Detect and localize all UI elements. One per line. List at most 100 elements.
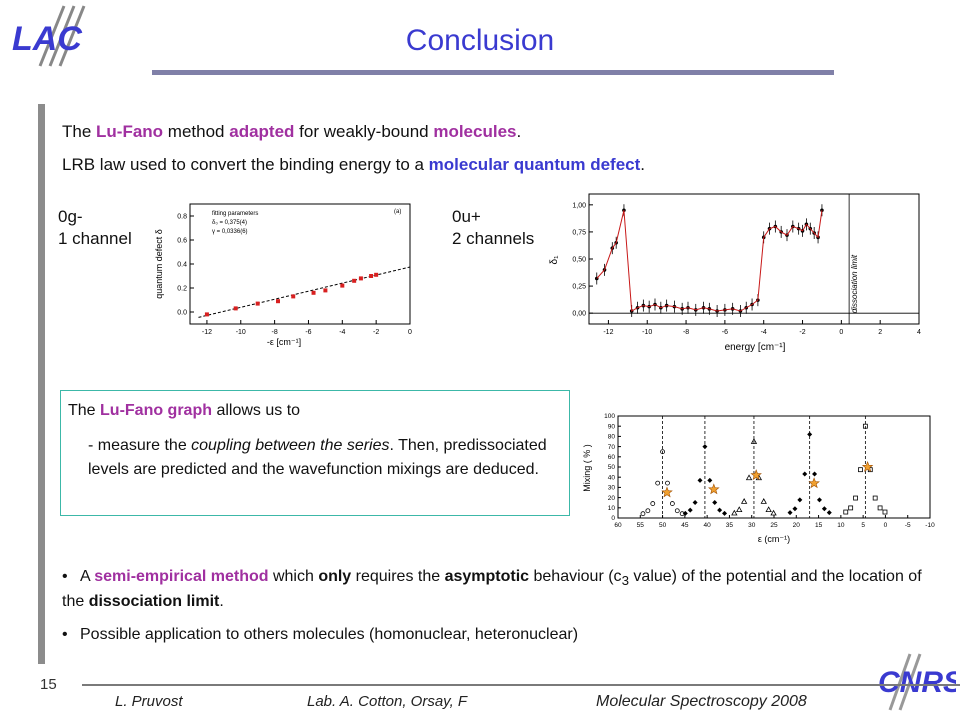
data-point bbox=[820, 208, 824, 213]
y-tick-label: 30 bbox=[608, 485, 616, 492]
y-tick-label: 90 bbox=[608, 423, 616, 430]
data-point bbox=[853, 495, 858, 501]
x-tick-label: 25 bbox=[770, 522, 778, 529]
fit-line bbox=[198, 266, 411, 318]
y-tick-label: 50 bbox=[608, 464, 616, 471]
legend-line-2: γ = 0,0336(6) bbox=[212, 229, 248, 235]
y-axis-label: δ₁ bbox=[549, 255, 560, 265]
x-axis-label: ε (cm⁻¹) bbox=[758, 534, 790, 544]
y-tick-label: 0.4 bbox=[177, 262, 187, 269]
x-tick-label: -12 bbox=[202, 329, 212, 336]
y-tick-label: 0,75 bbox=[572, 229, 586, 236]
data-point bbox=[740, 498, 748, 504]
data-point bbox=[660, 449, 665, 455]
y-tick-label: 0.2 bbox=[177, 286, 187, 293]
data-point bbox=[204, 312, 209, 317]
x-tick-label: -10 bbox=[642, 329, 652, 336]
y-tick-label: 60 bbox=[608, 454, 616, 461]
y-tick-label: 0,50 bbox=[572, 257, 586, 264]
data-point bbox=[702, 444, 708, 450]
data-point bbox=[697, 477, 703, 483]
x-tick-label: 45 bbox=[681, 522, 689, 529]
x-tick-label: -8 bbox=[683, 329, 689, 336]
data-point bbox=[323, 288, 328, 293]
x-tick-label: 40 bbox=[704, 522, 712, 529]
x-tick-label: 5 bbox=[861, 522, 865, 529]
footer-author: L. Pruvost bbox=[115, 693, 183, 710]
x-tick-label: 35 bbox=[726, 522, 734, 529]
y-tick-label: 0.0 bbox=[177, 310, 187, 317]
x-axis-label: -ε [cm⁻¹] bbox=[267, 337, 301, 347]
data-point bbox=[369, 274, 374, 278]
data-point bbox=[645, 508, 651, 514]
data-point bbox=[745, 474, 753, 481]
y-tick-label: 0 bbox=[611, 515, 615, 522]
data-point bbox=[674, 508, 680, 514]
data-point bbox=[872, 495, 878, 501]
page-title: Conclusion bbox=[405, 24, 555, 57]
data-point bbox=[255, 301, 260, 306]
star-marker bbox=[750, 469, 762, 481]
lac-logo: LAC bbox=[12, 5, 86, 67]
data-point bbox=[731, 509, 738, 516]
data-point bbox=[374, 272, 379, 277]
y-tick-label: 80 bbox=[608, 434, 616, 441]
data-point bbox=[233, 306, 238, 311]
x-tick-label: -2 bbox=[373, 329, 379, 336]
x-axis-label: energy [cm⁻¹] bbox=[725, 342, 786, 353]
x-tick-label: -4 bbox=[761, 329, 767, 336]
data-point bbox=[760, 498, 767, 504]
box-intro: The Lu-Fano graph allows us to bbox=[68, 402, 301, 419]
data-point bbox=[650, 501, 656, 506]
chart-label-0g: 0g- 1 channel bbox=[58, 207, 132, 248]
left-accent-bar bbox=[38, 104, 45, 664]
data-point bbox=[707, 477, 713, 483]
y-tick-label: 70 bbox=[608, 444, 616, 451]
data-point bbox=[802, 471, 808, 477]
data-point bbox=[340, 283, 345, 288]
x-tick-label: 4 bbox=[917, 329, 921, 336]
star-marker bbox=[808, 477, 820, 489]
data-point bbox=[807, 431, 813, 437]
data-point bbox=[655, 480, 661, 486]
legend-line-1: δ₀ = 0,375(4) bbox=[212, 220, 247, 226]
data-point bbox=[358, 276, 363, 281]
data-point bbox=[687, 507, 693, 513]
energy-chart: -12 -10 -8 -6 -4 -2 0 2 4 0,00 0,25 0,50 0,75 1,00 di… bbox=[549, 193, 921, 353]
data-point bbox=[276, 299, 280, 304]
lac-logo-text: LAC bbox=[12, 20, 82, 58]
data-point bbox=[311, 290, 316, 295]
data-point bbox=[858, 467, 863, 473]
cnrs-logo: CNRS bbox=[878, 653, 956, 711]
y-tick-label: 100 bbox=[604, 413, 615, 420]
cnrs-logo-text: CNRS bbox=[878, 666, 956, 699]
data-point bbox=[665, 480, 670, 486]
data-point bbox=[843, 509, 849, 515]
x-tick-label: 20 bbox=[793, 522, 801, 529]
x-tick-label: 60 bbox=[614, 522, 622, 529]
x-tick-label: -5 bbox=[905, 522, 911, 529]
x-tick-label: 50 bbox=[659, 522, 667, 529]
x-tick-label: -10 bbox=[236, 329, 246, 336]
mixing-chart: 60 55 50 45 40 35 30 25 20 15 10 5 0 -5 -1001020304050… bbox=[582, 413, 935, 544]
data-point bbox=[812, 471, 818, 477]
footer-lab: Lab. A. Cotton, Orsay, F bbox=[307, 693, 468, 710]
model-curve bbox=[596, 210, 823, 312]
box-item: - measure the coupling between the serie… bbox=[88, 437, 547, 478]
data-point bbox=[792, 506, 798, 512]
y-tick-label: 0,25 bbox=[572, 284, 586, 291]
star-marker bbox=[708, 483, 720, 495]
lu-fano-box bbox=[60, 390, 570, 516]
slide-number: 15 bbox=[40, 676, 57, 693]
y-tick-label: 0.8 bbox=[177, 214, 187, 221]
footer-conference: Molecular Spectroscopy 2008 bbox=[596, 693, 807, 710]
data-point bbox=[770, 509, 777, 516]
data-point bbox=[877, 505, 883, 511]
data-point bbox=[848, 505, 854, 511]
x-tick-label: -4 bbox=[339, 329, 345, 336]
legend-title: fitting parameters bbox=[212, 211, 258, 217]
data-point bbox=[826, 510, 832, 516]
bullet-2: • Possible application to others molecule… bbox=[62, 626, 579, 643]
x-tick-label: -8 bbox=[271, 329, 277, 336]
chart-label-0u: 0u+ 2 channels bbox=[452, 207, 535, 248]
